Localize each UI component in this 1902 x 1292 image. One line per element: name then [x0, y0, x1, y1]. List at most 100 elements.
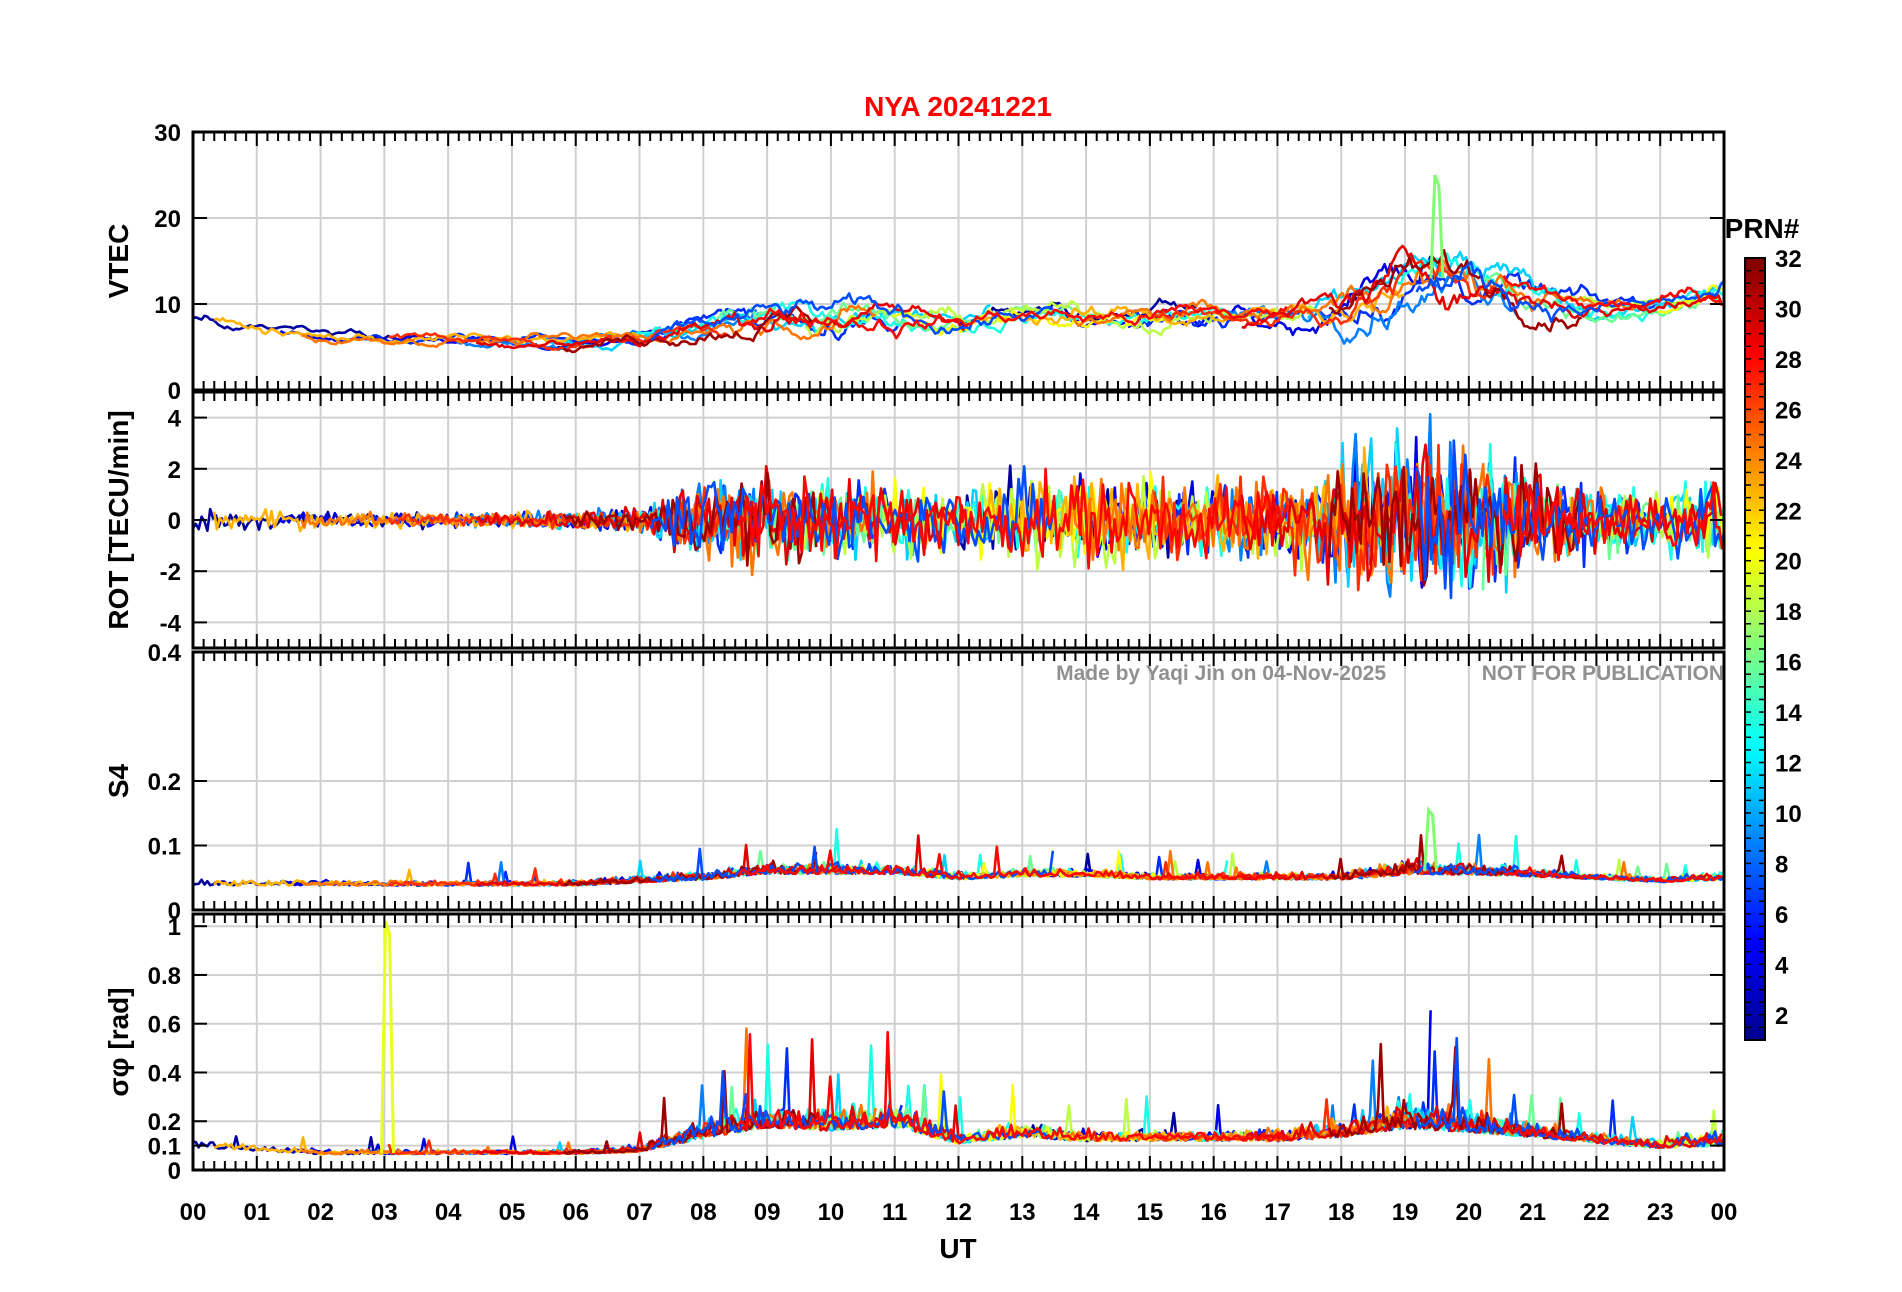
- panel-4: 00.10.2 0.4 0.6 0.8 1 σφ [rad]: [103, 912, 1726, 1185]
- x-tick-label: 04: [435, 1199, 462, 1226]
- y-tick-label: 1: [168, 914, 181, 941]
- colorbar-tick-label: 2: [1775, 1003, 1788, 1030]
- x-tick-label: 16: [1200, 1199, 1227, 1226]
- y-tick-label: 0.8: [148, 963, 181, 990]
- x-tick-label: 00: [180, 1199, 207, 1226]
- satellite-trace: [301, 304, 877, 349]
- series-traces: [193, 806, 1724, 887]
- x-tick-label: 02: [307, 1199, 334, 1226]
- x-tick-label: 13: [1009, 1199, 1036, 1226]
- y-tick-label: 0.4: [148, 640, 182, 667]
- peak-trace: [1429, 174, 1445, 279]
- y-axis-label: σφ [rad]: [103, 987, 134, 1096]
- colorbar-label: PRN#: [1725, 213, 1800, 244]
- x-tick-label: 15: [1137, 1199, 1164, 1226]
- satellite-trace: [737, 303, 1288, 340]
- colorbar-tick-label: 18: [1775, 599, 1802, 626]
- satellite-trace: [716, 301, 1080, 333]
- x-tick-label: 22: [1583, 1199, 1610, 1226]
- satellite-trace: [388, 322, 729, 353]
- colorbar-tick-label: 28: [1775, 347, 1802, 374]
- y-tick-label: 0: [168, 1158, 181, 1185]
- x-tick-label: 19: [1392, 1199, 1419, 1226]
- panel-2: -4 -2 0 2 4 ROT [TECU/min]: [103, 390, 1726, 650]
- satellite-trace: [1415, 260, 1724, 324]
- x-tick-label: 18: [1328, 1199, 1355, 1226]
- y-axis-label: VTEC: [103, 224, 134, 299]
- watermark-credit: Made by Yaqi Jin on 04-Nov-2025: [1056, 662, 1386, 685]
- satellite-trace: [213, 316, 640, 345]
- colorbar-tick-label: 30: [1775, 296, 1802, 323]
- x-tick-label: 03: [371, 1199, 398, 1226]
- satellite-trace: [737, 845, 1288, 881]
- colorbar-tick-label: 26: [1775, 397, 1802, 424]
- y-tick-label: 0.1: [148, 1134, 181, 1161]
- x-tick-label: 06: [562, 1199, 589, 1226]
- x-tick-label: 01: [243, 1199, 270, 1226]
- colorbar-tick-label: 12: [1775, 751, 1802, 778]
- satellite-trace: [542, 303, 991, 352]
- x-tick-label: 23: [1647, 1199, 1674, 1226]
- satellite-trace: [1502, 275, 1724, 310]
- x-tick-label: 09: [754, 1199, 781, 1226]
- y-tick-label: -2: [160, 559, 181, 586]
- satellite-trace: [1328, 248, 1582, 333]
- colorbar-tick-label: 14: [1775, 700, 1802, 727]
- x-tick-label: 08: [690, 1199, 717, 1226]
- y-tick-label: -4: [160, 610, 182, 637]
- y-tick-label: 4: [168, 406, 182, 433]
- x-tick-label: 20: [1455, 1199, 1482, 1226]
- x-tick-label: 05: [499, 1199, 526, 1226]
- y-tick-label: 20: [154, 206, 181, 233]
- satellite-trace: [1657, 284, 1724, 314]
- x-tick-label: 10: [818, 1199, 845, 1226]
- y-tick-label: 0.6: [148, 1012, 181, 1039]
- x-tick-label: 21: [1519, 1199, 1546, 1226]
- satellite-trace: [737, 1030, 1288, 1145]
- chart-title: NYA 20241221: [864, 91, 1052, 122]
- satellite-trace: [1502, 1117, 1724, 1149]
- y-tick-label: 0.2: [148, 1109, 181, 1136]
- satellite-trace: [1415, 439, 1724, 600]
- satellite-trace: [1502, 481, 1724, 562]
- colorbar-tick-label: 6: [1775, 902, 1788, 929]
- colorbar-tick-label: 32: [1775, 246, 1802, 273]
- satellite-trace: [1241, 244, 1723, 329]
- x-axis-label: UT: [939, 1233, 976, 1264]
- colorbar-tick-label: 20: [1775, 549, 1802, 576]
- y-tick-label: 2: [168, 457, 181, 484]
- satellite-trace: [649, 465, 1055, 563]
- x-tick-label: 17: [1264, 1199, 1291, 1226]
- series-traces: [193, 412, 1724, 600]
- watermark-notice: NOT FOR PUBLICATION: [1482, 662, 1724, 685]
- colorbar-tick-label: 8: [1775, 851, 1788, 878]
- satellite-trace: [650, 292, 1054, 341]
- colorbar-tick-label: 4: [1775, 952, 1789, 979]
- colorbar-tick-label: 24: [1775, 448, 1802, 475]
- peak-trace: [380, 920, 396, 1153]
- y-tick-label: 0.4: [148, 1060, 182, 1087]
- x-tick-label: 14: [1073, 1199, 1100, 1226]
- satellite-trace: [1503, 866, 1723, 883]
- x-tick-label: 12: [945, 1199, 972, 1226]
- peak-trace: [1423, 806, 1439, 872]
- y-axis-label: S4: [103, 763, 134, 798]
- series-traces: [193, 920, 1724, 1156]
- y-tick-label: 0: [168, 378, 181, 405]
- y-tick-label: 0: [168, 508, 181, 535]
- panel-3: 0 0.1 0.2 0.4 S4: [103, 640, 1726, 925]
- colorbar-tick-label: 22: [1775, 498, 1802, 525]
- colorbar-tick-label: 16: [1775, 650, 1802, 677]
- y-tick-label: 30: [154, 120, 181, 147]
- series-traces: [193, 174, 1724, 354]
- x-tick-label: 11: [882, 1199, 907, 1226]
- x-tick-label: 07: [626, 1199, 653, 1226]
- y-tick-label: 10: [154, 292, 181, 319]
- y-tick-label: 0.1: [148, 834, 181, 861]
- x-tick-label: 00: [1711, 1199, 1738, 1226]
- satellite-trace: [1153, 258, 1495, 328]
- y-axis-label: ROT [TECU/min]: [103, 410, 134, 629]
- y-tick-label: 0.2: [148, 769, 181, 796]
